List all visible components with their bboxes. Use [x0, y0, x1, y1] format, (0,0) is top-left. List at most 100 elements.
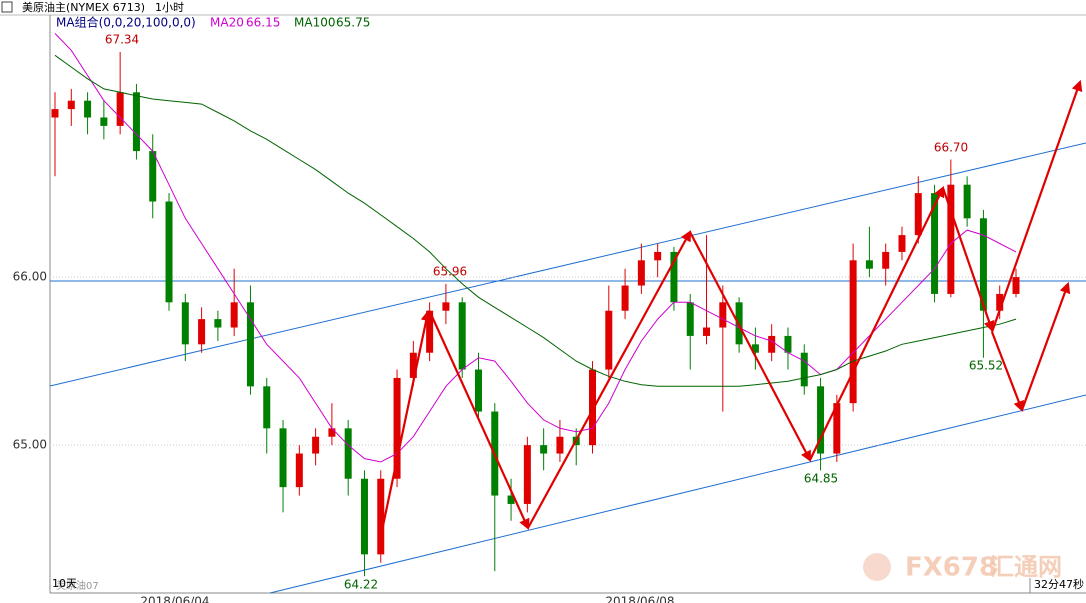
candle-body [1012, 277, 1020, 294]
candle-body [181, 302, 189, 345]
arrow [689, 231, 812, 462]
watermark-site: 汇通网 [990, 553, 1062, 581]
collapse-icon[interactable] [1, 1, 13, 13]
candle-body [344, 428, 352, 479]
candle-body [230, 302, 238, 328]
arrow [809, 186, 945, 461]
symbol[interactable]: 美原油主(NYMEX 6713) [22, 0, 145, 14]
candle-body [914, 193, 922, 236]
legend-name: MA100 [294, 16, 335, 30]
arrows [378, 79, 1083, 541]
arrow [378, 309, 432, 541]
candle-body [246, 302, 254, 387]
candle-body [165, 201, 173, 303]
candle-body [279, 428, 287, 488]
legend-value: 66.15 [246, 16, 280, 30]
arrow [990, 79, 1083, 333]
annotation: 66.70 [934, 141, 968, 155]
candle-body [654, 251, 662, 261]
watermark-logo [863, 553, 891, 581]
candle-body [263, 386, 271, 429]
annotation: 65.52 [969, 359, 1003, 373]
candle-body [426, 310, 434, 353]
candle-body [589, 369, 597, 446]
candle-body [393, 377, 401, 479]
y-tick-label: 66.00 [13, 270, 47, 284]
ma-group[interactable]: MA组合(0,0,20,100,0,0) [56, 15, 196, 30]
candle-body [963, 184, 971, 219]
candle-body [540, 445, 548, 454]
candle-body [198, 319, 206, 345]
candle-body [817, 386, 825, 454]
x-tick-label: 2018/06/04 [140, 595, 209, 603]
candle-body [898, 235, 906, 252]
y-tick-label: 65.00 [13, 438, 47, 452]
candle-body [377, 478, 385, 555]
arrow [1020, 281, 1071, 411]
arrow [941, 187, 995, 333]
annotation: 64.85 [804, 472, 838, 486]
candle-body [768, 335, 776, 353]
arrow [527, 230, 692, 529]
candle-body [833, 403, 841, 454]
candle-body [507, 495, 515, 504]
trend-line [49, 142, 1086, 387]
annotation: 67.34 [105, 33, 139, 47]
candle-body [865, 260, 873, 269]
annotation: 64.22 [344, 578, 378, 592]
candle-body [360, 478, 368, 555]
period[interactable]: 1小时 [155, 1, 184, 14]
candle-body [328, 428, 336, 437]
annotation: 65.96 [433, 265, 467, 279]
candle-body [474, 369, 482, 412]
range[interactable]: 10天 [52, 577, 77, 590]
candle-body [882, 251, 890, 269]
x-tick-label: 2018/06/08 [605, 595, 674, 603]
candle-body [670, 251, 678, 303]
candle-body [621, 285, 629, 311]
candle-body [719, 302, 727, 328]
candle-body [458, 302, 466, 370]
candle-body [931, 193, 939, 294]
ma-line [54, 54, 1017, 387]
candle-body [51, 109, 59, 118]
plot [50, 33, 1086, 577]
candle-body [784, 335, 792, 353]
trend-line [269, 394, 1086, 594]
candle-body [312, 436, 320, 454]
candle-body [751, 344, 759, 353]
candle-body [84, 100, 92, 118]
candle-body [996, 293, 1004, 311]
timer: 32分47秒 [1034, 577, 1084, 591]
trend-lines [49, 142, 1086, 594]
candle-body [703, 327, 711, 336]
legend-value: 65.75 [336, 16, 370, 30]
candle-body [442, 302, 450, 311]
candle-body [686, 302, 694, 336]
candle-body [979, 218, 987, 311]
candle-body [409, 352, 417, 378]
candle-body [947, 184, 955, 294]
contract: 美原油07 [56, 579, 99, 592]
candle-body [100, 117, 108, 126]
candle-body [523, 445, 531, 504]
candle-body [800, 352, 808, 387]
candle-body [149, 151, 157, 202]
arrow [990, 331, 1024, 413]
candle-body [132, 92, 140, 152]
candle-body [556, 436, 564, 454]
candle-body [295, 453, 303, 488]
watermark-brand: FX678 [905, 553, 997, 583]
arrow [428, 311, 530, 531]
legend-name: MA20 [210, 16, 244, 30]
candle-body [637, 260, 645, 286]
candle-body [849, 260, 857, 404]
candle-body [605, 310, 613, 370]
candle-body [67, 100, 75, 110]
candle-body [214, 319, 222, 328]
ma-line [54, 33, 1017, 463]
candle-body [116, 92, 124, 126]
